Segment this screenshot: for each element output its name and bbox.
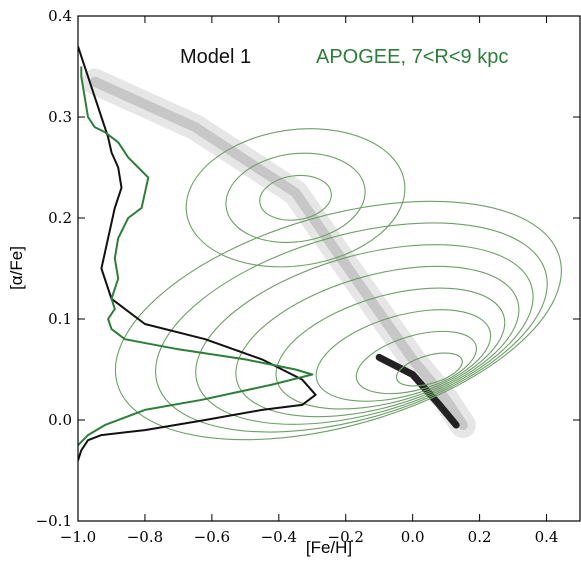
y-tick-label: 0.0 <box>48 411 72 429</box>
y-tick-label: 0.3 <box>48 108 72 126</box>
apogee-contour <box>355 330 478 395</box>
x-tick-label: 0.4 <box>535 528 559 546</box>
y-axis-label: [α/Fe] <box>7 246 26 290</box>
series-line-0 <box>78 45 317 461</box>
x-tick-label: −0.6 <box>194 528 230 546</box>
apogee-contour <box>275 287 506 410</box>
apogee-contour-peak <box>185 128 406 268</box>
apogee-contour <box>235 265 520 418</box>
y-tick-label: 0.2 <box>48 209 72 227</box>
apogee-contour <box>315 309 492 402</box>
x-axis-label: [Fe/H] <box>306 538 352 557</box>
apogee-contour-peak <box>225 152 366 243</box>
legend-model-1: Model 1 <box>180 46 251 68</box>
apogee-contour <box>195 244 534 425</box>
legend-apogee: APOGEE, 7<R<9 kpc <box>316 46 508 68</box>
apogee-contours <box>114 128 562 441</box>
model-density-ridge <box>89 76 468 431</box>
apogee-contour <box>395 352 463 387</box>
x-tick-label: −0.8 <box>127 528 163 546</box>
apogee-contour <box>114 200 562 441</box>
y-tick-label: 0.4 <box>48 7 72 25</box>
apogee-contour <box>155 222 548 433</box>
x-tick-label: −1.0 <box>60 528 96 546</box>
marginal-distributions <box>78 45 317 461</box>
plot-frame <box>77 15 581 522</box>
x-tick-label: −0.2 <box>328 528 364 546</box>
x-tick-label: −0.4 <box>261 528 297 546</box>
y-tick-label: 0.1 <box>48 310 72 328</box>
x-tick-label: 0.0 <box>401 528 425 546</box>
x-tick-label: 0.2 <box>468 528 492 546</box>
axis-ticks: −1.0 −0.8 −0.6 −0.4 −0.2 0.0 0.2 0.4 −0.1 0.0 0.1 0… <box>36 7 580 546</box>
apogee-contour-peak <box>259 174 332 221</box>
y-tick-label: −0.1 <box>36 512 72 530</box>
series-line-1 <box>78 66 314 447</box>
model-density-layer <box>81 68 476 439</box>
